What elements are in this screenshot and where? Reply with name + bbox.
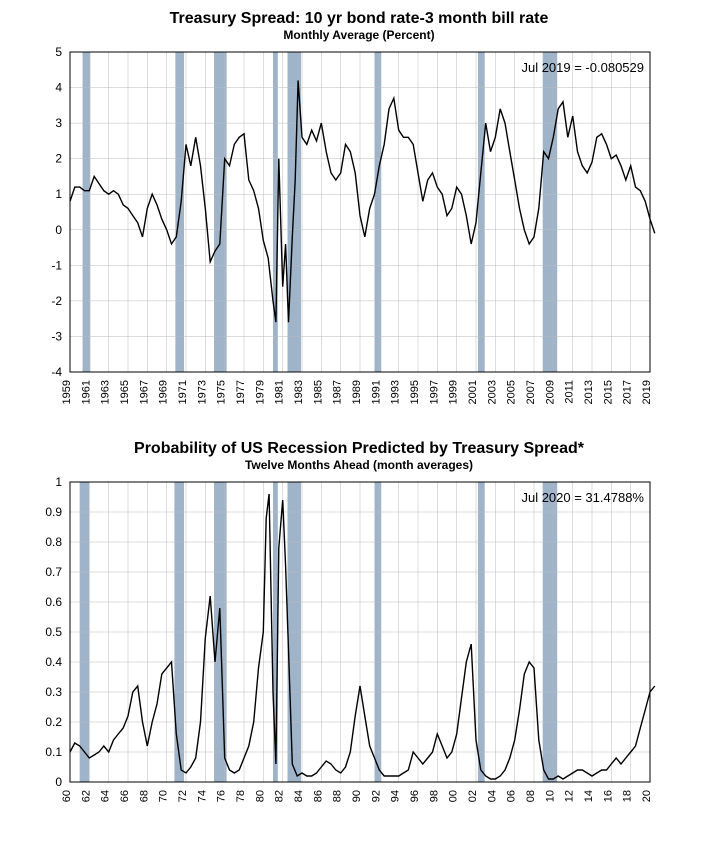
svg-text:20: 20	[641, 790, 653, 802]
svg-text:4: 4	[55, 81, 62, 95]
svg-text:80: 80	[254, 790, 266, 802]
svg-text:0.5: 0.5	[45, 625, 62, 639]
svg-text:08: 08	[525, 790, 537, 802]
svg-text:-1: -1	[51, 258, 62, 272]
svg-text:78: 78	[235, 790, 247, 802]
svg-text:1997: 1997	[428, 380, 440, 404]
svg-text:0.8: 0.8	[45, 535, 62, 549]
svg-text:60: 60	[61, 790, 73, 802]
svg-text:5: 5	[55, 45, 62, 59]
svg-text:2007: 2007	[525, 380, 537, 404]
svg-text:1975: 1975	[216, 380, 228, 404]
svg-text:72: 72	[177, 790, 189, 802]
charts-container: { "chart1": { "type": "line", "title": "…	[10, 10, 708, 832]
svg-text:0.2: 0.2	[45, 715, 62, 729]
svg-text:1971: 1971	[177, 380, 189, 404]
svg-text:92: 92	[370, 790, 382, 802]
svg-text:98: 98	[428, 790, 440, 802]
svg-text:1967: 1967	[138, 380, 150, 404]
svg-text:1963: 1963	[100, 380, 112, 404]
svg-text:90: 90	[351, 790, 363, 802]
svg-text:-4: -4	[51, 365, 62, 379]
svg-text:1995: 1995	[409, 380, 421, 404]
svg-text:3: 3	[55, 116, 62, 130]
svg-text:62: 62	[80, 790, 92, 802]
chart2-title: Probability of US Recession Predicted by…	[10, 440, 708, 458]
svg-text:1979: 1979	[254, 380, 266, 404]
svg-text:1989: 1989	[351, 380, 363, 404]
svg-text:18: 18	[622, 790, 634, 802]
svg-text:2005: 2005	[506, 380, 518, 404]
svg-text:66: 66	[119, 790, 131, 802]
svg-text:Jul 2020 = 31.4788%: Jul 2020 = 31.4788%	[521, 490, 644, 505]
svg-text:84: 84	[293, 790, 305, 802]
svg-text:2009: 2009	[544, 380, 556, 404]
chart2-subtitle: Twelve Months Ahead (month averages)	[10, 458, 708, 472]
svg-text:1977: 1977	[235, 380, 247, 404]
svg-text:1985: 1985	[312, 380, 324, 404]
chart1-title: Treasury Spread: 10 yr bond rate-3 month…	[10, 10, 708, 28]
chart2-plot: 0 0.1 0.2 0.3 0.4 0.5 0.6 0.7 0.8 0.9 1 60 62 64 66 68 7…	[10, 472, 670, 832]
svg-text:2013: 2013	[583, 380, 595, 404]
svg-text:2015: 2015	[602, 380, 614, 404]
svg-text:0.7: 0.7	[45, 565, 62, 579]
svg-text:68: 68	[138, 790, 150, 802]
svg-text:64: 64	[100, 790, 112, 802]
svg-text:10: 10	[544, 790, 556, 802]
svg-text:1993: 1993	[390, 380, 402, 404]
svg-text:1959: 1959	[61, 380, 73, 404]
svg-text:2011: 2011	[564, 380, 576, 404]
svg-text:1987: 1987	[332, 380, 344, 404]
svg-text:04: 04	[486, 790, 498, 802]
svg-text:1999: 1999	[448, 380, 460, 404]
svg-text:74: 74	[196, 790, 208, 802]
svg-text:0: 0	[55, 775, 62, 789]
svg-text:88: 88	[332, 790, 344, 802]
svg-text:-3: -3	[51, 329, 62, 343]
chart1-subtitle: Monthly Average (Percent)	[10, 28, 708, 42]
svg-text:0.4: 0.4	[45, 655, 62, 669]
svg-text:2001: 2001	[467, 380, 479, 404]
svg-text:06: 06	[506, 790, 518, 802]
svg-text:2019: 2019	[641, 380, 653, 404]
svg-text:16: 16	[602, 790, 614, 802]
svg-text:1991: 1991	[370, 380, 382, 404]
svg-text:0.1: 0.1	[45, 745, 62, 759]
svg-text:94: 94	[390, 790, 402, 802]
svg-text:70: 70	[158, 790, 170, 802]
svg-text:00: 00	[448, 790, 460, 802]
svg-text:1961: 1961	[80, 380, 92, 404]
svg-text:82: 82	[274, 790, 286, 802]
svg-text:1969: 1969	[158, 380, 170, 404]
svg-text:02: 02	[467, 790, 479, 802]
svg-text:1983: 1983	[293, 380, 305, 404]
svg-text:76: 76	[216, 790, 228, 802]
svg-text:2017: 2017	[622, 380, 634, 404]
svg-text:86: 86	[312, 790, 324, 802]
chart1-plot: -4 -3 -2 -1 0 1 2 3 4 5 1959 1961 1963 1965 1967 1969 19…	[10, 42, 670, 422]
svg-text:96: 96	[409, 790, 421, 802]
svg-text:1973: 1973	[196, 380, 208, 404]
svg-text:2: 2	[55, 152, 62, 166]
svg-text:1965: 1965	[119, 380, 131, 404]
svg-text:0: 0	[55, 223, 62, 237]
svg-text:1: 1	[55, 187, 62, 201]
svg-text:1981: 1981	[274, 380, 286, 404]
svg-text:Jul 2019 = -0.080529: Jul 2019 = -0.080529	[521, 60, 644, 75]
svg-text:0.3: 0.3	[45, 685, 62, 699]
svg-text:1: 1	[55, 475, 62, 489]
svg-text:-2: -2	[51, 294, 62, 308]
svg-text:0.9: 0.9	[45, 505, 62, 519]
svg-text:12: 12	[564, 790, 576, 802]
svg-text:0.6: 0.6	[45, 595, 62, 609]
svg-text:14: 14	[583, 790, 595, 802]
svg-text:2003: 2003	[486, 380, 498, 404]
